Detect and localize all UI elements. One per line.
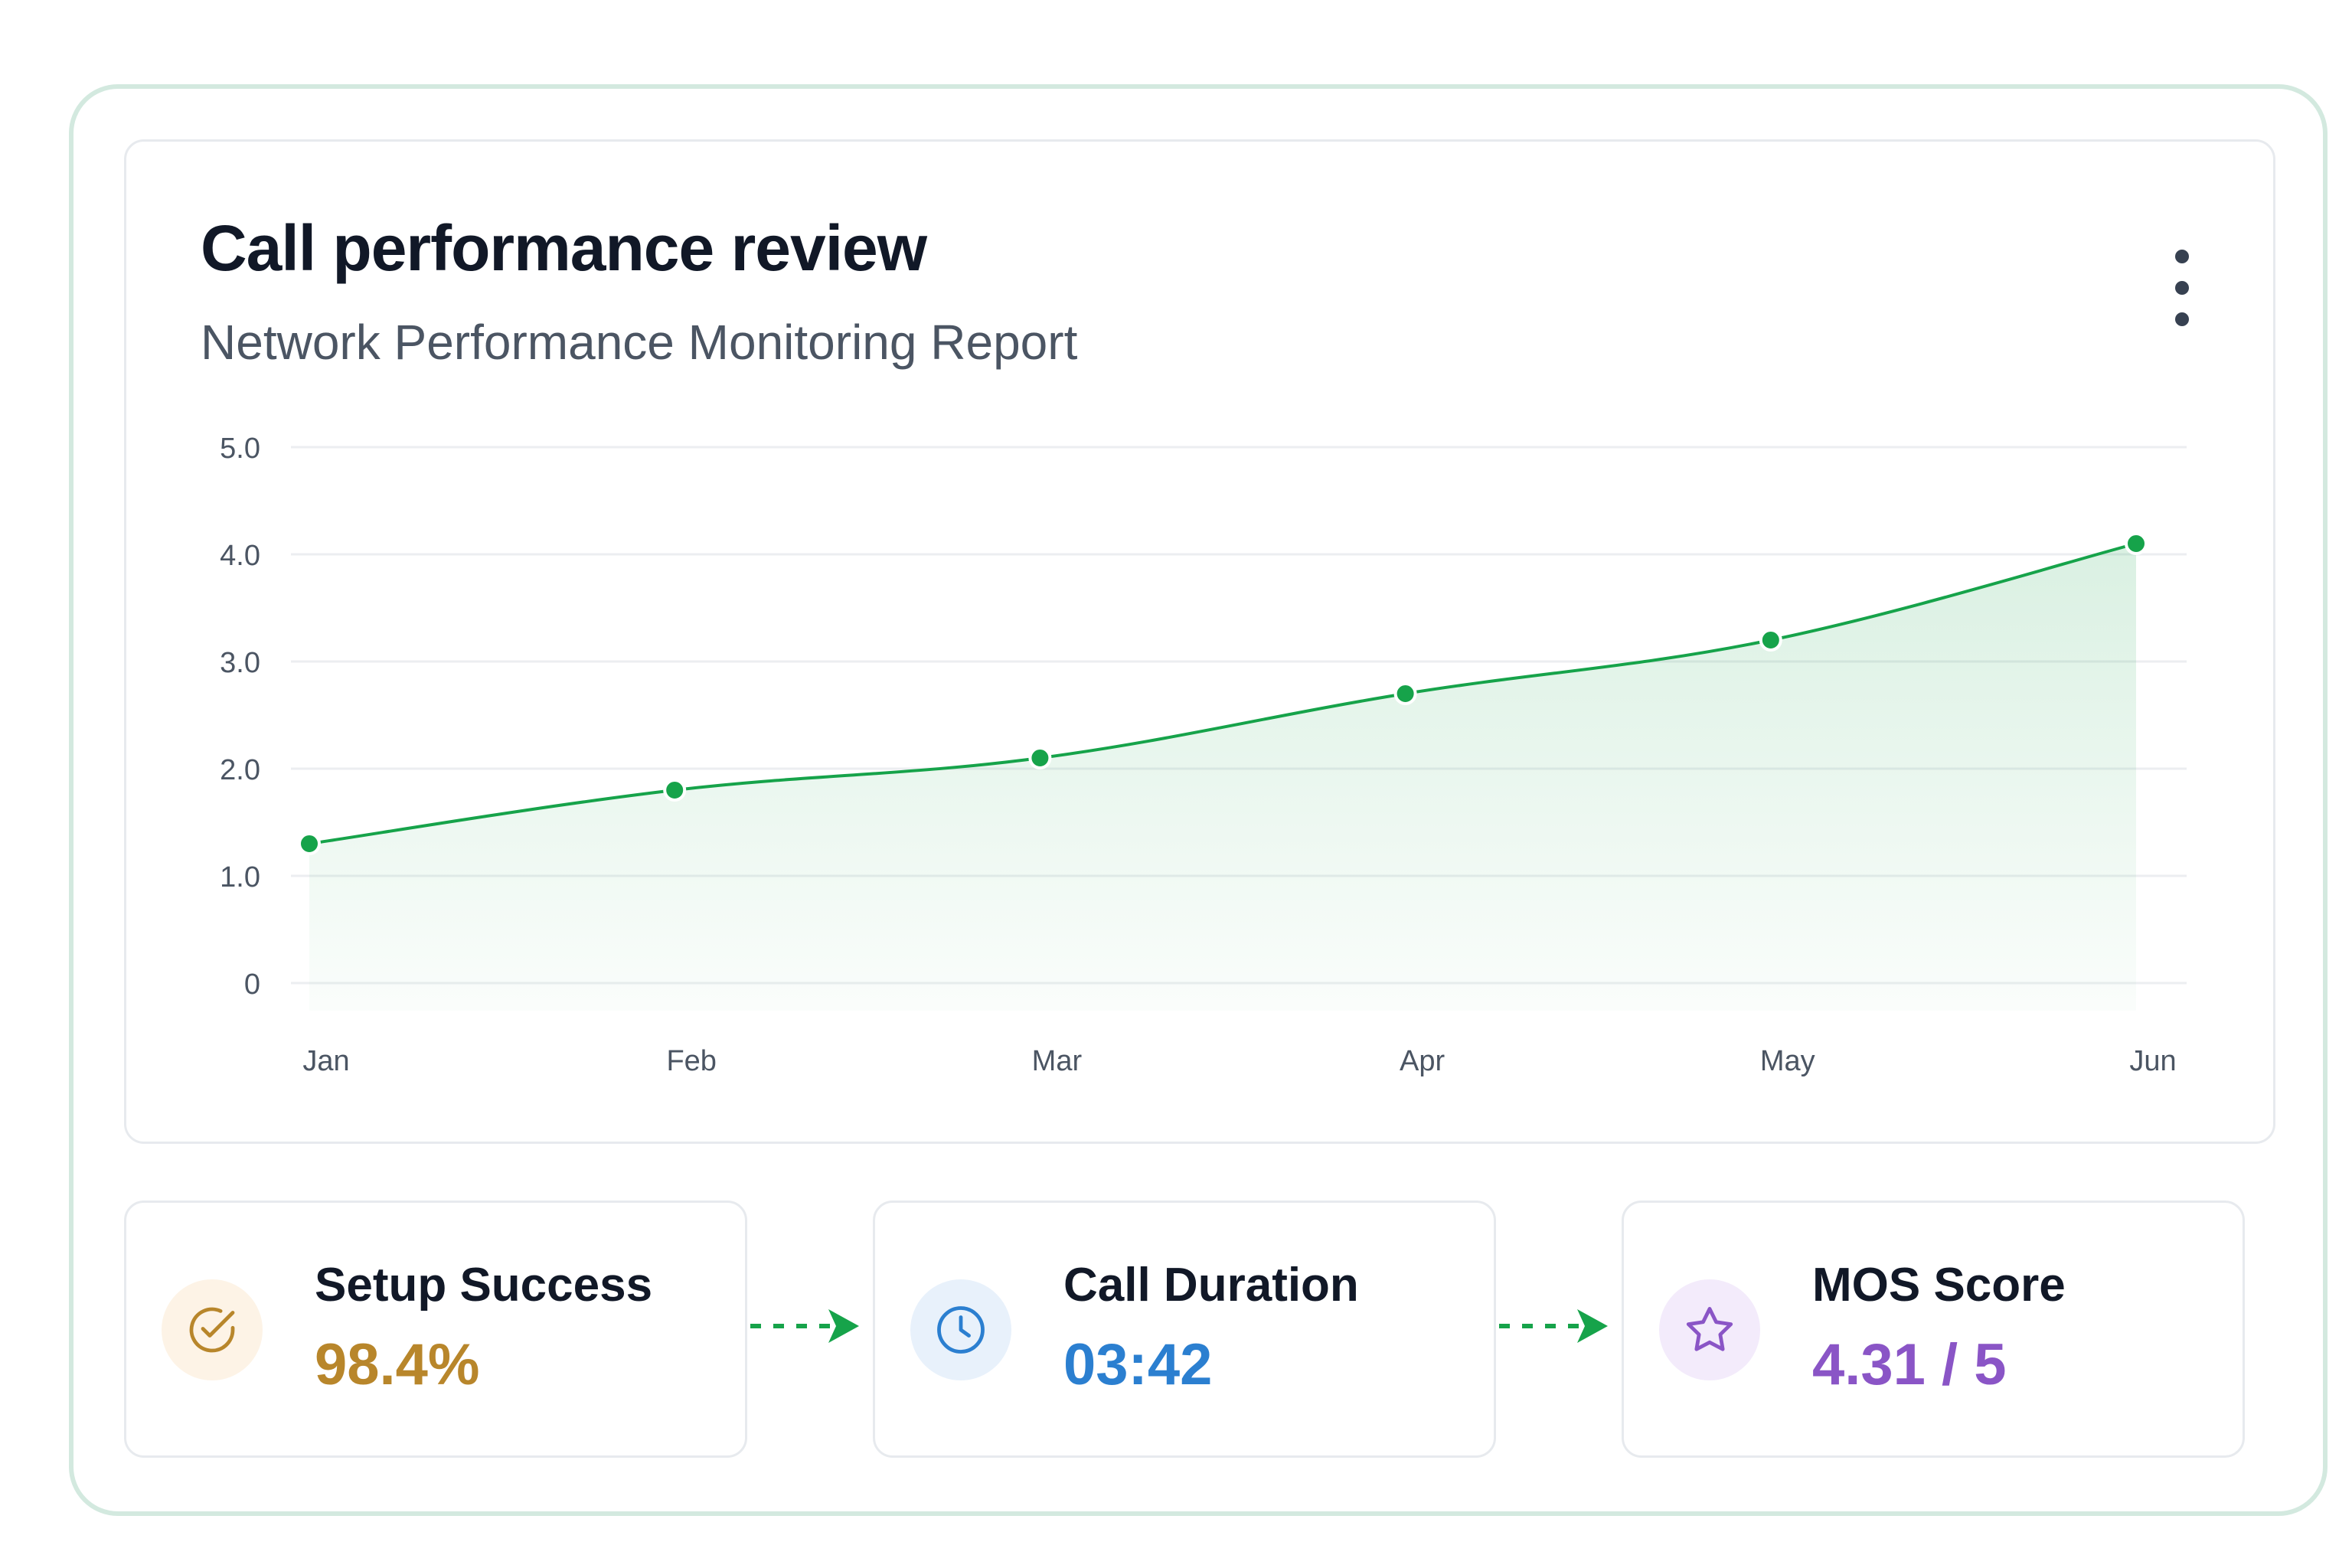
- y-tick-label: 3.0: [220, 647, 260, 679]
- more-vertical-icon[interactable]: [2159, 250, 2205, 326]
- kebab-dot: [2175, 312, 2189, 326]
- kebab-dot: [2175, 281, 2189, 295]
- page-title: Call performance review: [201, 212, 927, 284]
- data-point: [2125, 532, 2148, 555]
- star-icon: [1659, 1279, 1760, 1380]
- data-point: [298, 832, 321, 855]
- stat-label: Setup Success: [315, 1259, 653, 1312]
- stat-card-mos-score: MOS Score 4.31 / 5: [1622, 1200, 2245, 1458]
- y-tick-label: 0: [244, 969, 260, 1001]
- kebab-dot: [2175, 250, 2189, 263]
- stat-card-call-duration: Call Duration 03:42: [873, 1200, 1496, 1458]
- x-tick-label: Jan: [302, 1045, 349, 1077]
- stat-value: 03:42: [1063, 1332, 1213, 1397]
- x-tick-label: Jun: [2129, 1045, 2176, 1077]
- flow-arrow-icon: [750, 1309, 859, 1343]
- x-tick-label: Apr: [1400, 1045, 1445, 1077]
- y-tick-label: 2.0: [220, 754, 260, 786]
- data-point: [1028, 746, 1052, 769]
- stat-label: Call Duration: [1063, 1259, 1359, 1312]
- y-tick-label: 1.0: [220, 861, 260, 893]
- stat-card-setup-success: Setup Success 98.4%: [124, 1200, 747, 1458]
- x-tick-label: Feb: [666, 1045, 716, 1077]
- x-tick-label: May: [1760, 1045, 1815, 1077]
- x-tick-label: Mar: [1032, 1045, 1083, 1077]
- stat-value: 4.31 / 5: [1812, 1332, 2007, 1397]
- flow-arrow-icon: [1499, 1309, 1608, 1343]
- data-point: [663, 779, 687, 802]
- performance-chart: 0 1.0 2.0 3.0 4.0 5.0 Jan Feb Mar Apr May Jun: [220, 433, 2187, 1077]
- series-line: [309, 542, 2137, 845]
- data-point: [1393, 682, 1417, 705]
- y-tick-label: 4.0: [220, 540, 260, 572]
- stat-value: 98.4%: [315, 1332, 480, 1397]
- page-subtitle: Network Performance Monitoring Report: [201, 315, 1078, 370]
- y-tick-label: 5.0: [220, 433, 260, 465]
- clock-icon: [910, 1279, 1011, 1380]
- stat-label: MOS Score: [1812, 1259, 2066, 1312]
- check-circle-icon: [162, 1279, 263, 1380]
- series-area: [309, 544, 2136, 1011]
- data-point: [1759, 629, 1782, 652]
